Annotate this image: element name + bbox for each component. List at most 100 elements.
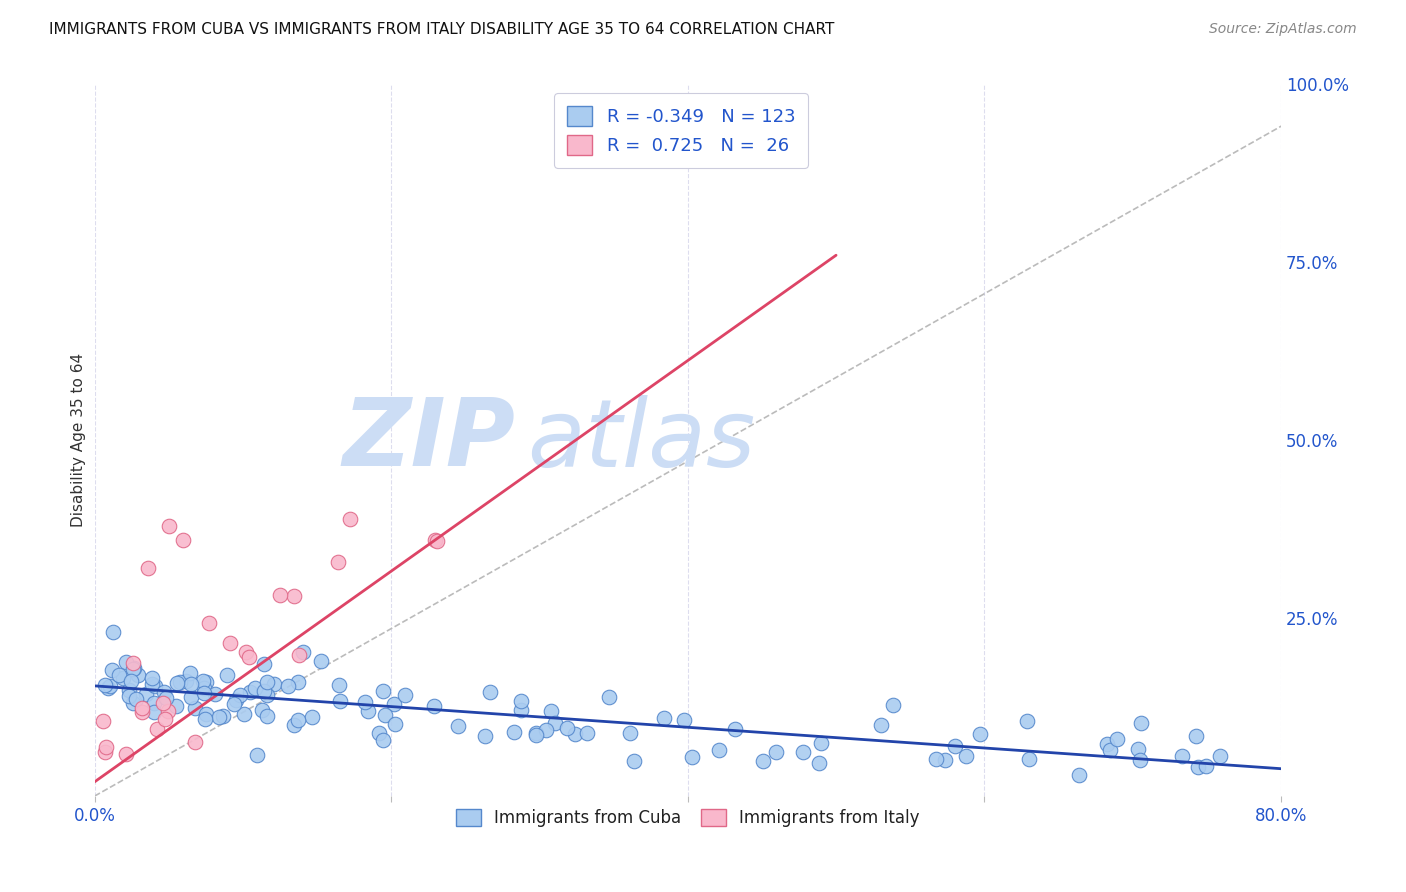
Point [1099, 743, 1122, 757]
Point [176, 674, 198, 689]
Point [197, 615, 219, 630]
Point [1209, 748, 1232, 763]
Point [180, 676, 202, 690]
Point [142, 696, 165, 710]
Point [328, 678, 350, 692]
Point [131, 705, 153, 719]
Point [969, 727, 991, 741]
Point [146, 723, 169, 737]
Point [172, 533, 194, 547]
Point [765, 745, 787, 759]
Point [524, 728, 547, 742]
Point [752, 754, 775, 768]
Point [382, 698, 405, 712]
Point [229, 688, 252, 702]
Point [184, 700, 207, 714]
Point [882, 698, 904, 713]
Point [115, 747, 138, 761]
Point [354, 695, 377, 709]
Point [169, 675, 191, 690]
Point [143, 679, 166, 693]
Point [422, 699, 444, 714]
Point [283, 589, 305, 603]
Point [502, 724, 524, 739]
Point [141, 676, 163, 690]
Point [510, 703, 533, 717]
Point [191, 673, 214, 688]
Point [215, 667, 238, 681]
Point [194, 707, 217, 722]
Point [253, 683, 276, 698]
Point [807, 756, 830, 771]
Point [707, 743, 730, 757]
Text: Source: ZipAtlas.com: Source: ZipAtlas.com [1209, 22, 1357, 37]
Legend: Immigrants from Cuba, Immigrants from Italy: Immigrants from Cuba, Immigrants from It… [449, 803, 927, 834]
Point [208, 710, 231, 724]
Point [652, 711, 675, 725]
Point [287, 713, 309, 727]
Point [1129, 715, 1152, 730]
Point [127, 668, 149, 682]
Point [131, 701, 153, 715]
Point [256, 689, 278, 703]
Point [1171, 748, 1194, 763]
Point [540, 704, 562, 718]
Point [1015, 714, 1038, 729]
Point [98, 679, 121, 693]
Point [510, 694, 533, 708]
Point [1187, 760, 1209, 774]
Point [111, 671, 134, 685]
Point [479, 684, 502, 698]
Point [107, 668, 129, 682]
Point [564, 727, 586, 741]
Point [204, 687, 226, 701]
Point [524, 726, 547, 740]
Point [384, 717, 406, 731]
Text: ZIP: ZIP [343, 394, 516, 486]
Point [166, 675, 188, 690]
Point [269, 588, 291, 602]
Text: atlas: atlas [527, 395, 756, 486]
Point [117, 689, 139, 703]
Point [93, 745, 115, 759]
Point [555, 721, 578, 735]
Point [114, 655, 136, 669]
Point [374, 708, 396, 723]
Point [373, 684, 395, 698]
Point [219, 636, 242, 650]
Point [329, 694, 352, 708]
Point [91, 714, 114, 729]
Point [120, 673, 142, 688]
Point [243, 681, 266, 696]
Point [619, 725, 641, 739]
Point [250, 703, 273, 717]
Point [870, 718, 893, 732]
Point [141, 671, 163, 685]
Point [425, 533, 447, 547]
Point [165, 698, 187, 713]
Point [256, 709, 278, 723]
Point [426, 533, 449, 548]
Point [246, 748, 269, 763]
Point [544, 715, 567, 730]
Point [97, 681, 120, 695]
Point [135, 687, 157, 701]
Point [283, 717, 305, 731]
Point [1018, 752, 1040, 766]
Point [263, 677, 285, 691]
Point [277, 679, 299, 693]
Point [1105, 732, 1128, 747]
Point [1129, 753, 1152, 767]
Point [301, 709, 323, 723]
Point [211, 709, 233, 723]
Point [256, 674, 278, 689]
Point [575, 726, 598, 740]
Point [193, 712, 215, 726]
Point [121, 656, 143, 670]
Point [598, 690, 620, 705]
Point [225, 693, 247, 707]
Point [157, 518, 180, 533]
Point [792, 745, 814, 759]
Point [94, 678, 117, 692]
Point [394, 688, 416, 702]
